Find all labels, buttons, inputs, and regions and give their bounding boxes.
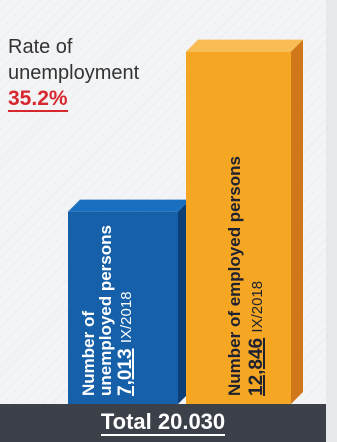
bar-label-unemployed: Number of unemployed persons 7,013 IX/20… (79, 225, 136, 396)
unemployment-rate-block: Rate of unemployment 35.2% (8, 34, 168, 112)
total-label: Total 20.030 (100, 409, 226, 436)
unemployment-rate-value: 35.2% (8, 87, 68, 112)
unemployment-rate-label: Rate of unemployment (8, 36, 140, 84)
total-band: Total 20.030 (0, 404, 326, 442)
employed-value-label: 12,846 (246, 337, 267, 396)
unemployed-period-label: IX/2018 (118, 291, 135, 344)
right-edge-strip (326, 0, 337, 442)
unemployed-value-label: 7,013 (115, 348, 136, 396)
bar-top-unemployed (68, 199, 190, 212)
unemployed-label-line2: unemployed persons (96, 225, 115, 396)
unemployed-label-line1: Number of (79, 311, 98, 396)
bar-employed (186, 51, 291, 404)
bar-label-employed: Number of employed persons 12,846 IX/201… (225, 156, 267, 396)
bar-side-employed (291, 39, 303, 404)
bar-top-employed (186, 39, 303, 52)
employed-category-label: Number of employed persons (225, 156, 244, 396)
bar-unemployed (68, 211, 178, 404)
employed-period-label: IX/2018 (249, 280, 266, 333)
